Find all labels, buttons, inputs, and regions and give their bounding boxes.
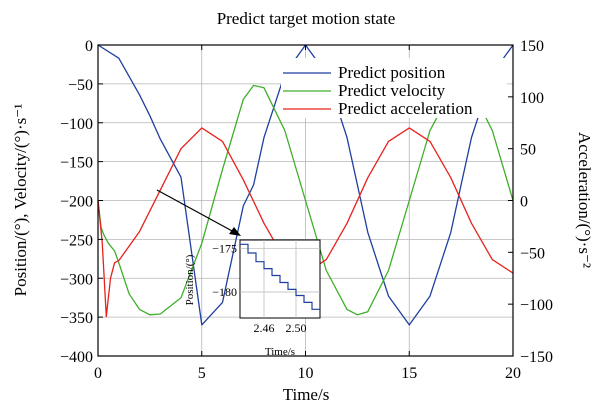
left-tick-label: −400 [60, 349, 93, 366]
left-tick-label: −100 [60, 116, 93, 133]
legend-label-position: Predict position [338, 63, 446, 82]
legend-label-velocity: Predict velocity [338, 81, 446, 100]
right-tick-label: −100 [520, 297, 553, 314]
x-tick-label: 20 [505, 365, 521, 382]
x-axis-ticks: 0 5 10 15 20 [94, 45, 521, 382]
left-tick-label: −300 [60, 271, 93, 288]
inset: 2.46 2.50 −175 −180 Time/s Position/(°) [184, 239, 321, 358]
left-tick-label: −350 [60, 310, 93, 327]
left-tick-label: −150 [60, 155, 93, 172]
left-tick-label: 0 [85, 38, 93, 55]
inset-x-tick-label: 2.46 [254, 321, 275, 335]
x-axis-label: Time/s [283, 385, 330, 404]
right-tick-label: −50 [520, 245, 545, 262]
left-tick-label: −50 [68, 77, 93, 94]
right-tick-label: 100 [520, 90, 544, 107]
chart-title: Predict target motion state [217, 9, 396, 28]
series-line-2 [97, 127, 514, 318]
right-tick-label: 0 [520, 194, 528, 211]
inset-x-label: Time/s [265, 346, 295, 358]
legend-box [281, 58, 507, 118]
right-tick-label: 150 [520, 38, 544, 55]
inset-arrow-head [229, 227, 241, 236]
legend: Predict position Predict velocity Predic… [281, 58, 507, 118]
left-tick-label: −250 [60, 232, 93, 249]
left-axis-label: Position/(°), Velocity/(°)·s⁻¹ [11, 104, 30, 297]
x-tick-label: 15 [401, 365, 417, 382]
inset-pointer [156, 189, 241, 236]
inset-x-tick-label: 2.50 [286, 321, 307, 335]
left-axis-ticks: 0 −50 −100 −150 −200 −250 −300 −350 −400 [60, 38, 103, 366]
inset-series [240, 243, 320, 310]
inset-y-label: Position/(°) [184, 254, 196, 305]
x-tick-label: 0 [94, 365, 102, 382]
legend-label-acceleration: Predict acceleration [338, 99, 473, 118]
inset-arrow-line [156, 189, 235, 233]
x-tick-label: 10 [298, 365, 314, 382]
inset-series-line-0 [240, 243, 320, 310]
right-tick-label: 50 [520, 142, 536, 159]
left-tick-label: −200 [60, 194, 93, 211]
right-tick-label: −150 [520, 349, 553, 366]
x-tick-label: 5 [198, 365, 206, 382]
inset-y-tick-label: −175 [212, 242, 237, 256]
inset-grid [240, 240, 320, 318]
inset-ticks: 2.46 2.50 −175 −180 [212, 242, 306, 335]
right-axis-label: Acceleration/(°)·s⁻² [575, 132, 594, 268]
right-axis-ticks: 150 100 50 0 −50 −100 −150 [508, 38, 553, 366]
inset-y-tick-label: −180 [212, 285, 237, 299]
